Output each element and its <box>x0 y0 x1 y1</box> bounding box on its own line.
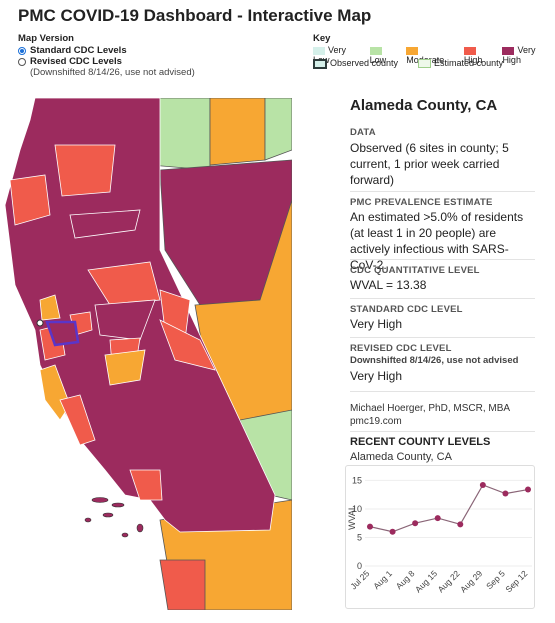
x-tick-label: Aug 1 <box>371 568 394 591</box>
data-point <box>389 528 396 535</box>
separator <box>350 431 535 432</box>
observed-key: Observed county <box>313 58 398 69</box>
key-borders: Observed county Estimated county <box>313 58 503 69</box>
key-swatch <box>463 46 476 55</box>
radio-label: Standard CDC Levels <box>30 45 127 56</box>
separator <box>350 391 535 392</box>
radio-note: (Downshifted 8/14/26, use not advised) <box>30 67 195 78</box>
section-text: An estimated >5.0% of residents (at leas… <box>350 210 524 272</box>
x-tick-label: Aug 29 <box>458 568 484 594</box>
author: Michael Hoerger, PhD, MSCR, MBA <box>350 403 511 414</box>
key-label: Low <box>369 55 387 65</box>
y-tick-label: 15 <box>352 475 362 485</box>
separator <box>350 298 535 299</box>
key-swatch <box>313 46 325 55</box>
section-note: Downshifted 8/14/26, use not advised <box>350 355 519 366</box>
data-point <box>367 523 373 530</box>
x-tick-label: Aug 22 <box>436 568 462 594</box>
data-point <box>502 490 509 497</box>
data-point <box>412 520 419 527</box>
section-text: WVAL = 13.38 <box>350 278 427 292</box>
key-swatch <box>406 46 419 55</box>
section-label: DATA <box>350 127 376 138</box>
section-text: Observed (6 sites in county; 5 current, … <box>350 141 509 187</box>
county-name: Alameda County, CA <box>350 97 498 114</box>
series-line <box>369 484 529 533</box>
y-tick-label: 10 <box>352 504 362 514</box>
x-tick-label: Sep 12 <box>503 568 529 594</box>
y-tick-label: 0 <box>357 561 362 571</box>
recent-county: Alameda County, CA <box>350 451 452 463</box>
x-tick-label: Aug 15 <box>413 568 439 594</box>
key-item: High <box>463 45 497 65</box>
radio-label: Revised CDC Levels <box>30 56 122 67</box>
radio-option[interactable]: Standard CDC Levels <box>18 45 195 56</box>
radio <box>18 57 26 66</box>
key-label: Key <box>313 33 331 44</box>
radio <box>18 46 26 55</box>
separator <box>350 337 535 338</box>
title: PMC COVID-19 Dashboard - Interactive Map <box>18 6 372 25</box>
key-item: Low <box>369 45 401 65</box>
y-axis-label: WVAL <box>347 505 357 530</box>
observed-label: Observed county <box>330 58 399 68</box>
data-point <box>434 515 441 522</box>
site: pmc19.com <box>350 416 402 427</box>
recent-label: RECENT COUNTY LEVELS <box>350 436 491 448</box>
x-tick-label: Jul 25 <box>348 568 371 591</box>
section-text: Very High <box>350 317 403 331</box>
section-label: CDC QUANTITATIVE LEVEL <box>350 265 480 276</box>
key-swatch <box>502 46 515 55</box>
estimated-key: Estimated county <box>418 58 504 69</box>
separator <box>350 259 535 260</box>
separator <box>350 191 535 192</box>
data-point <box>457 521 464 528</box>
section-label: REVISED CDC LEVEL <box>350 343 452 354</box>
map-version-options: Standard CDC Levels Revised CDC Levels (Do… <box>18 45 195 78</box>
section-text: Very High <box>350 369 403 383</box>
section-label: PMC PREVALENCE ESTIMATE <box>350 197 493 208</box>
key-item: Very High <box>502 45 555 65</box>
y-tick-label: 5 <box>357 532 362 542</box>
section-label: STANDARD CDC LEVEL <box>350 304 463 315</box>
key-swatch <box>369 46 382 55</box>
key-label: High <box>463 55 483 65</box>
data-point <box>479 481 486 488</box>
map-version-label: Map Version <box>18 33 74 44</box>
data-point <box>525 486 531 493</box>
radio-option[interactable]: Revised CDC Levels <box>18 56 195 67</box>
key-label: Very High <box>502 45 536 65</box>
estimated-label: Estimated county <box>434 58 504 69</box>
map[interactable] <box>0 98 292 610</box>
